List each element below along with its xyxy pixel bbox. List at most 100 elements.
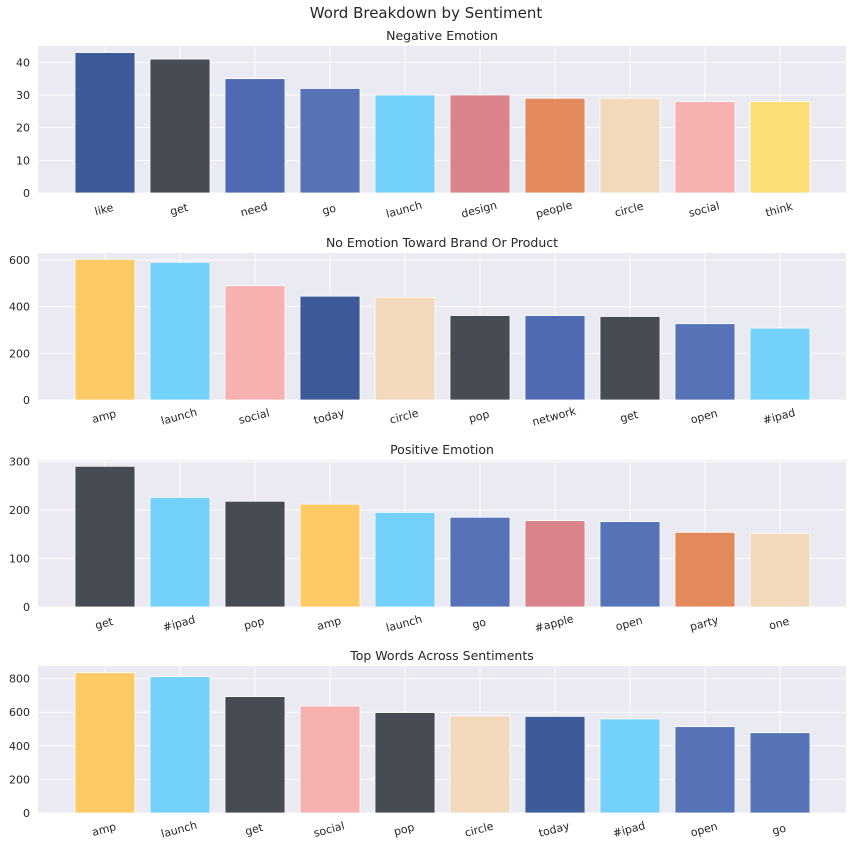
x-tick-label: need bbox=[239, 200, 269, 220]
x-tick-label: launch bbox=[385, 199, 424, 221]
x-tick-label: amp bbox=[91, 407, 118, 426]
x-tick-label: go bbox=[321, 201, 338, 217]
bar-apple bbox=[524, 520, 586, 608]
y-tick-label: 400 bbox=[9, 740, 30, 753]
y-tick-label: 200 bbox=[9, 504, 30, 517]
bar-get bbox=[149, 58, 211, 194]
bar-one bbox=[749, 532, 811, 608]
bar-network bbox=[524, 315, 586, 401]
x-tick-label: pop bbox=[392, 821, 415, 839]
y-tick-label: 800 bbox=[9, 673, 30, 686]
chart-panel-2: 0 200 400 600 amp launch social today circle pop n… bbox=[9, 235, 846, 429]
x-tick-label: #ipad bbox=[161, 613, 196, 634]
bar-today bbox=[299, 295, 361, 401]
bar-think bbox=[749, 101, 811, 194]
x-tick-label: pop bbox=[242, 615, 265, 633]
bar-circle bbox=[599, 97, 661, 194]
y-tick-label: 600 bbox=[9, 254, 30, 267]
x-tick-label: #ipad bbox=[611, 819, 646, 840]
bar-circle bbox=[374, 296, 436, 401]
bar-open bbox=[599, 521, 661, 608]
figure-title: Word Breakdown by Sentiment bbox=[309, 4, 543, 22]
bar-ipad bbox=[599, 718, 661, 814]
x-tick-label: social bbox=[687, 199, 721, 220]
bar-design bbox=[449, 94, 511, 194]
x-tick-label: circle bbox=[388, 406, 420, 426]
bar-amp bbox=[74, 672, 136, 814]
x-tick-label: go bbox=[471, 615, 488, 631]
x-tick-label: party bbox=[688, 613, 720, 633]
x-tick-label: open bbox=[614, 614, 644, 634]
bar-open bbox=[674, 726, 736, 814]
bar-need bbox=[224, 78, 286, 194]
x-tick-label: launch bbox=[385, 613, 424, 635]
bar-go bbox=[749, 732, 811, 814]
x-tick-label: like bbox=[93, 201, 115, 218]
y-tick-label: 30 bbox=[16, 89, 30, 102]
bar-amp bbox=[299, 503, 361, 608]
x-tick-label: open bbox=[689, 407, 719, 427]
y-tick-label: 0 bbox=[23, 601, 30, 614]
y-tick-label: 200 bbox=[9, 773, 30, 786]
subplot-title: No Emotion Toward Brand Or Product bbox=[326, 235, 558, 250]
subplot-title: Negative Emotion bbox=[386, 28, 498, 43]
x-tick-label: go bbox=[771, 821, 788, 837]
y-tick-label: 600 bbox=[9, 706, 30, 719]
bar-open bbox=[674, 323, 736, 401]
bar-launch bbox=[374, 511, 436, 608]
y-tick-label: 0 bbox=[23, 394, 30, 407]
x-tick-label: amp bbox=[91, 820, 118, 839]
x-tick-label: one bbox=[768, 615, 791, 633]
x-tick-label: get bbox=[244, 821, 265, 838]
bar-get bbox=[74, 465, 136, 608]
bar-pop bbox=[374, 712, 436, 814]
x-tick-label: people bbox=[534, 198, 574, 220]
y-tick-label: 200 bbox=[9, 347, 30, 360]
y-tick-label: 40 bbox=[16, 56, 30, 69]
x-tick-label: circle bbox=[613, 199, 645, 219]
x-tick-label: launch bbox=[160, 406, 199, 428]
bar-go bbox=[449, 516, 511, 608]
bar-pop bbox=[449, 315, 511, 401]
y-tick-label: 20 bbox=[16, 122, 30, 135]
bar-social bbox=[299, 705, 361, 814]
bar-pop bbox=[224, 500, 286, 608]
x-tick-label: design bbox=[460, 199, 499, 221]
bar-like bbox=[74, 52, 136, 194]
bar-social bbox=[224, 285, 286, 401]
bar-social bbox=[674, 101, 736, 194]
x-tick-label: launch bbox=[160, 819, 199, 841]
bar-get bbox=[224, 696, 286, 814]
x-tick-label: #apple bbox=[533, 612, 575, 635]
chart-panel-4: 0 200 400 600 800 amp launch get social pop circle… bbox=[9, 648, 846, 841]
x-tick-label: today bbox=[537, 819, 571, 840]
subplot-title: Top Words Across Sentiments bbox=[349, 648, 534, 663]
bar-launch bbox=[149, 676, 211, 814]
x-tick-label: #ipad bbox=[761, 406, 796, 427]
x-tick-label: get bbox=[94, 615, 115, 632]
x-tick-label: open bbox=[689, 820, 719, 840]
bar-circle bbox=[449, 715, 511, 814]
bar-today bbox=[524, 716, 586, 814]
y-tick-label: 0 bbox=[23, 187, 30, 200]
x-tick-label: social bbox=[237, 406, 271, 427]
x-tick-label: think bbox=[764, 200, 795, 220]
bar-ipad bbox=[149, 496, 211, 608]
bar-get bbox=[599, 316, 661, 401]
chart-panel-1: 0 10 20 30 40 like get need go launch design people… bbox=[16, 28, 846, 221]
chart-panel-3: 0 100 200 300 get #ipad pop amp launch go #apple op… bbox=[9, 442, 846, 635]
x-tick-label: social bbox=[312, 819, 346, 840]
x-tick-label: get bbox=[619, 408, 640, 425]
x-tick-label: network bbox=[531, 404, 578, 428]
y-tick-label: 300 bbox=[9, 455, 30, 468]
x-tick-label: circle bbox=[463, 819, 495, 839]
bar-launch bbox=[149, 261, 211, 401]
bar-launch bbox=[374, 94, 436, 194]
y-tick-label: 400 bbox=[9, 301, 30, 314]
bar-amp bbox=[74, 258, 136, 401]
x-tick-label: get bbox=[169, 201, 190, 218]
x-tick-label: pop bbox=[467, 408, 490, 426]
bar-ipad bbox=[749, 327, 811, 401]
